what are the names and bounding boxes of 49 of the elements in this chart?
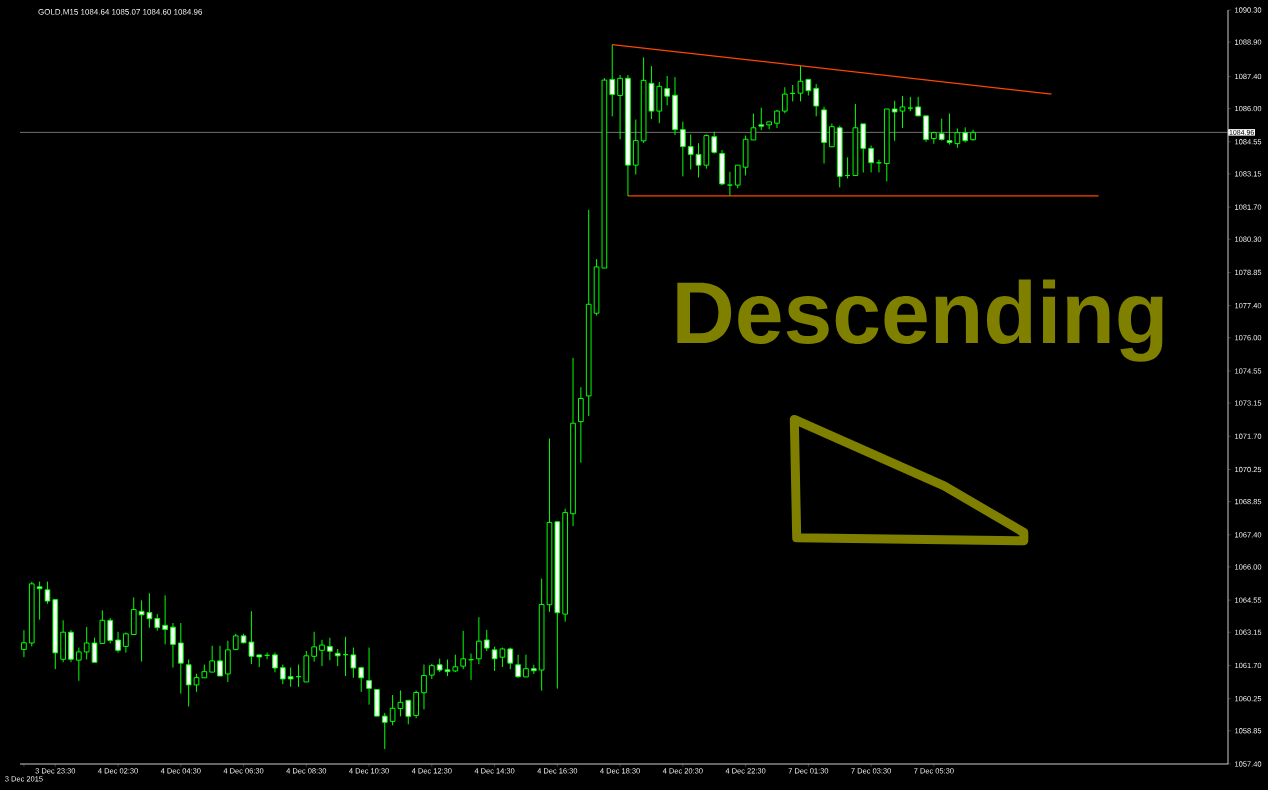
- candlestick: [711, 131, 718, 155]
- candlestick: [734, 164, 741, 189]
- candlestick: [915, 96, 922, 117]
- candlestick: [311, 631, 318, 663]
- candlestick: [44, 581, 51, 605]
- candlestick: [115, 631, 121, 654]
- candlestick: [405, 699, 412, 725]
- candlestick: [476, 616, 482, 665]
- annotation: Descending: [677, 279, 1163, 362]
- candlestick: [687, 133, 694, 170]
- candlestick: [319, 639, 325, 667]
- candlestick: [781, 86, 788, 114]
- candlestick: [758, 107, 765, 131]
- candlestick: [938, 118, 945, 142]
- candlestick: [209, 645, 216, 673]
- candlestick: [813, 83, 820, 117]
- candlestick: [766, 121, 772, 130]
- candlestick: [83, 626, 90, 660]
- candlestick: [350, 647, 357, 679]
- candlestick: [272, 652, 278, 673]
- candlestick: [358, 666, 365, 693]
- candlestick: [177, 622, 184, 695]
- candlestick: [483, 629, 490, 652]
- candlestick: [868, 144, 874, 173]
- candlestick: [609, 44, 616, 117]
- candlestick: [421, 664, 427, 710]
- candlestick: [21, 629, 27, 658]
- candlestick: [170, 622, 176, 669]
- candlestick: [679, 121, 686, 177]
- candlestick: [523, 654, 529, 678]
- candlestick: [326, 637, 333, 661]
- candlestick: [923, 115, 929, 143]
- candlestick: [515, 654, 521, 679]
- candlestick: [413, 689, 419, 719]
- candlestick: [107, 617, 114, 644]
- candlestick: [217, 645, 223, 677]
- candlestick: [36, 581, 43, 621]
- candlestick: [279, 664, 286, 685]
- candlestick: [578, 386, 584, 464]
- candlestick: [460, 630, 467, 670]
- candlestick: [366, 647, 372, 706]
- candlestick: [287, 667, 294, 688]
- candlestick: [829, 122, 835, 148]
- candlestick: [664, 75, 670, 106]
- candlestick: [123, 631, 129, 654]
- candlestick: [75, 647, 82, 682]
- candlestick: [162, 594, 168, 645]
- candlestick: [381, 712, 388, 750]
- candlestick: [617, 74, 623, 140]
